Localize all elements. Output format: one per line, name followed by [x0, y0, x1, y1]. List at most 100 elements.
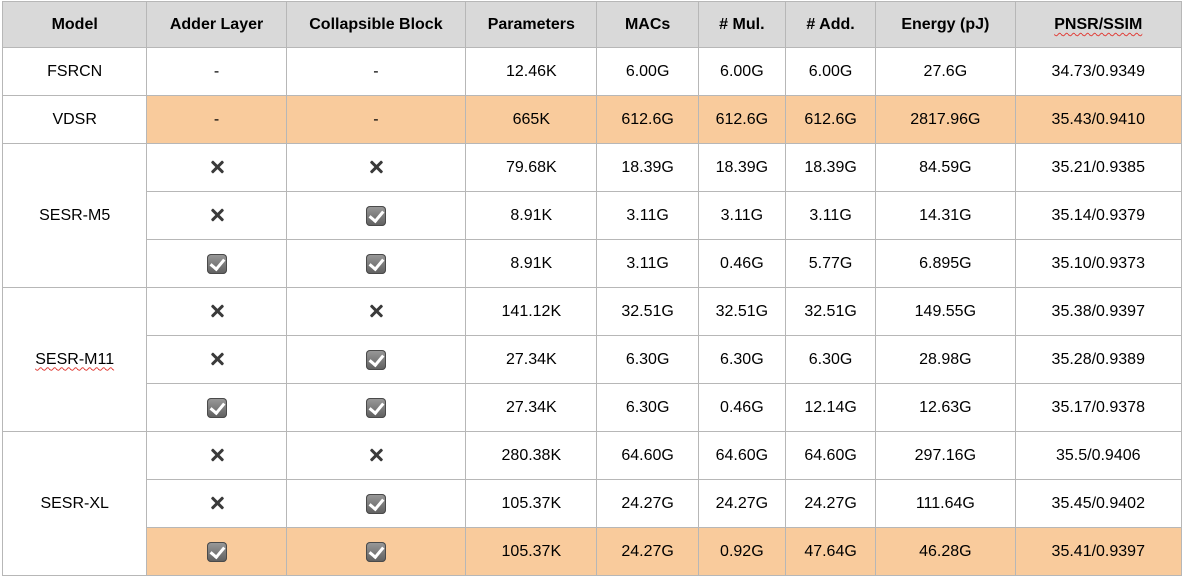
mul-cell: 0.46G: [697, 383, 786, 432]
cross-icon: [210, 208, 224, 222]
mul-cell: 6.30G: [697, 335, 786, 384]
pnsr-ssim-cell: 35.21/0.9385: [1014, 143, 1183, 192]
pnsr-ssim-cell: 35.41/0.9397: [1014, 527, 1183, 576]
adder-layer-cell: [146, 527, 287, 576]
macs-cell: 6.00G: [596, 47, 699, 96]
cross-icon: [210, 160, 224, 174]
macs-cell: 6.30G: [596, 335, 699, 384]
adder-layer-cell: -: [146, 95, 287, 144]
adder-layer-cell: [146, 287, 287, 336]
macs-cell: 24.27G: [596, 527, 699, 576]
table-row: 27.34K 6.30G 6.30G 6.30G 28.98G 35.28/0.9389: [3, 335, 1183, 384]
checkbox-checked-icon: [365, 493, 386, 514]
macs-cell: 6.30G: [596, 383, 699, 432]
collapsible-block-cell: [285, 239, 467, 288]
parameters-cell: 105.37K: [465, 527, 598, 576]
header-row: Model Adder Layer Collapsible Block Para…: [1, 1, 1183, 48]
parameters-cell: 280.38K: [465, 431, 598, 480]
table-row: 8.91K 3.11G 3.11G 3.11G 14.31G 35.14/0.9379: [3, 191, 1183, 240]
cross-icon: [369, 304, 383, 318]
macs-cell: 18.39G: [596, 143, 699, 192]
adder-layer-cell: [146, 479, 287, 528]
add-cell: 64.60G: [784, 431, 877, 480]
parameters-cell: 141.12K: [465, 287, 598, 336]
macs-cell: 3.11G: [596, 239, 699, 288]
parameters-cell: 105.37K: [465, 479, 598, 528]
add-cell: 24.27G: [784, 479, 877, 528]
cross-icon: [210, 352, 224, 366]
add-cell: 12.14G: [784, 383, 877, 432]
collapsible-block-cell: [285, 479, 467, 528]
add-cell: 6.30G: [784, 335, 877, 384]
collapsible-block-cell: [285, 143, 467, 192]
add-cell: 32.51G: [784, 287, 877, 336]
energy-cell: 2817.96G: [875, 95, 1016, 144]
table-row: 27.34K 6.30G 0.46G 12.14G 12.63G 35.17/0.9378: [3, 383, 1183, 432]
mul-cell: 18.39G: [697, 143, 786, 192]
header-model: Model: [1, 1, 148, 48]
collapsible-block-cell: [285, 191, 467, 240]
energy-cell: 14.31G: [875, 191, 1016, 240]
header-adder-layer: Adder Layer: [146, 1, 287, 48]
parameters-cell: 79.68K: [465, 143, 598, 192]
parameters-cell: 27.34K: [465, 335, 598, 384]
energy-cell: 84.59G: [875, 143, 1016, 192]
model-label: FSRCN: [47, 62, 103, 80]
cross-icon: [369, 448, 383, 462]
collapsible-block-cell: -: [285, 47, 467, 96]
table-row: SESR-M5 79.68K 18.39G 18.39G 18.39G 84.59G 35.…: [1, 143, 1183, 288]
cross-icon: [210, 496, 224, 510]
adder-layer-cell: [146, 143, 287, 192]
table-body: FSRCN - -12.46K 6.00G 6.00G 6.00G 27.6G 34.73/0…: [1, 47, 1183, 576]
mul-cell: 24.27G: [697, 479, 786, 528]
add-cell: 47.64G: [784, 527, 877, 576]
parameters-cell: 8.91K: [465, 191, 598, 240]
mul-cell: 32.51G: [697, 287, 786, 336]
checkbox-checked-icon: [365, 397, 386, 418]
pnsr-ssim-cell: 35.10/0.9373: [1014, 239, 1183, 288]
pnsr-ssim-cell: 35.14/0.9379: [1014, 191, 1183, 240]
adder-layer-cell: [146, 431, 287, 480]
model-label: SESR-M11: [35, 350, 115, 368]
model-cell: FSRCN: [1, 47, 148, 96]
add-cell: 612.6G: [784, 95, 877, 144]
macs-cell: 3.11G: [596, 191, 699, 240]
header-macs: MACs: [596, 1, 699, 48]
header-mul: # Mul.: [697, 1, 786, 48]
model-label: SESR-M5: [39, 206, 111, 224]
energy-cell: 297.16G: [875, 431, 1016, 480]
mul-cell: 64.60G: [697, 431, 786, 480]
pnsr-ssim-cell: 35.28/0.9389: [1014, 335, 1183, 384]
model-cell: SESR-M11: [1, 287, 148, 432]
pnsr-ssim-cell: 35.5/0.9406: [1014, 431, 1183, 480]
table-row: VDSR - -665K 612.6G 612.6G 612.6G 2817.96G 35.4…: [1, 95, 1183, 144]
collapsible-block-cell: -: [285, 95, 467, 144]
add-cell: 18.39G: [784, 143, 877, 192]
checkbox-checked-icon: [206, 541, 227, 562]
mul-cell: 6.00G: [697, 47, 786, 96]
add-cell: 6.00G: [784, 47, 877, 96]
header-collapsible-block: Collapsible Block: [285, 1, 467, 48]
adder-layer-cell: -: [146, 47, 287, 96]
pnsr-ssim-cell: 35.45/0.9402: [1014, 479, 1183, 528]
collapsible-block-cell: [285, 527, 467, 576]
macs-cell: 24.27G: [596, 479, 699, 528]
checkbox-checked-icon: [365, 253, 386, 274]
energy-cell: 46.28G: [875, 527, 1016, 576]
checkbox-checked-icon: [206, 253, 227, 274]
macs-cell: 612.6G: [596, 95, 699, 144]
header-add: # Add.: [784, 1, 877, 48]
model-label: SESR-XL: [40, 494, 109, 512]
energy-cell: 27.6G: [875, 47, 1016, 96]
pnsr-ssim-cell: 35.43/0.9410: [1014, 95, 1183, 144]
energy-cell: 111.64G: [875, 479, 1016, 528]
adder-layer-cell: [146, 383, 287, 432]
energy-cell: 149.55G: [875, 287, 1016, 336]
checkbox-checked-icon: [206, 397, 227, 418]
parameters-cell: 8.91K: [465, 239, 598, 288]
model-cell: SESR-XL: [1, 431, 148, 576]
parameters-cell: 27.34K: [465, 383, 598, 432]
pnsr-ssim-cell: 35.38/0.9397: [1014, 287, 1183, 336]
adder-layer-cell: [146, 335, 287, 384]
